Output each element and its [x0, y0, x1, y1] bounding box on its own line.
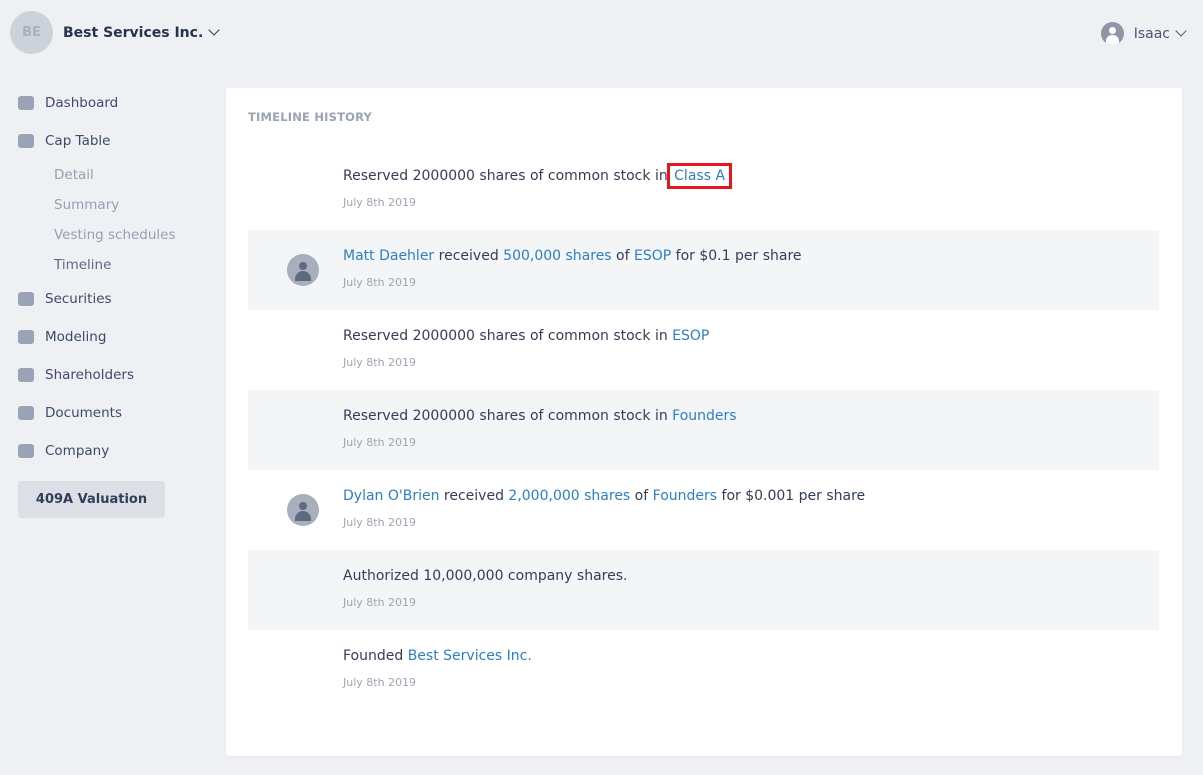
sidebar-item-label: Cap Table	[45, 133, 111, 149]
lightbulb-dollar-icon	[18, 330, 34, 344]
timeline-text: received	[439, 488, 509, 504]
timeline-link[interactable]: Matt Daehler	[343, 248, 435, 264]
org-avatar: BE	[10, 11, 53, 54]
sidebar-nav: Dashboard Cap Table Detail Summary Vesting s…	[18, 84, 208, 470]
chevron-down-icon	[1175, 24, 1187, 37]
timeline-message: Matt Daehler received 500,000 shares of …	[343, 248, 802, 264]
timeline-link[interactable]: ESOP	[672, 328, 710, 344]
timeline-text: Reserved 2000000 shares of common stock …	[343, 408, 673, 424]
user-name: Isaac	[1133, 25, 1170, 42]
timeline-entry: Authorized 10,000,000 company shares. Jul…	[248, 550, 1159, 630]
sidebar-item-label: Shareholders	[45, 367, 134, 383]
timeline-entry: Reserved 2000000 shares of common stock …	[248, 150, 1159, 230]
timeline-text: Reserved 2000000 shares of common stock …	[343, 168, 673, 184]
timeline-list: Reserved 2000000 shares of common stock …	[248, 150, 1159, 710]
timeline-message: Reserved 2000000 shares of common stock …	[343, 328, 709, 344]
sidebar-item-cap-table[interactable]: Cap Table	[18, 122, 208, 160]
timeline-entry: Reserved 2000000 shares of common stock …	[248, 310, 1159, 390]
timeline-text: of	[630, 488, 653, 504]
sidebar-item-securities[interactable]: Securities	[18, 280, 208, 318]
clipboard-icon	[18, 292, 34, 306]
timeline-text: received	[434, 248, 504, 264]
timeline-card: TIMELINE HISTORY Reserved 2000000 shares…	[226, 88, 1182, 756]
timeline-link[interactable]: Founders	[652, 488, 718, 504]
timeline-link[interactable]: Class A	[667, 163, 733, 189]
timeline-date: July 8th 2019	[343, 516, 417, 529]
timeline-link[interactable]: Founders	[672, 408, 737, 424]
folder-lock-icon	[18, 406, 34, 420]
timeline-link[interactable]: 2,000,000 shares	[508, 488, 631, 504]
timeline-title: TIMELINE HISTORY	[248, 110, 373, 124]
sidebar-item-company[interactable]: Company	[18, 432, 208, 470]
sidebar-item-label: Documents	[45, 405, 122, 421]
person-icon	[18, 368, 34, 382]
org-switcher[interactable]: BE Best Services Inc.	[10, 11, 220, 54]
sidebar-item-modeling[interactable]: Modeling	[18, 318, 208, 356]
user-menu[interactable]: Isaac	[1100, 22, 1187, 45]
timeline-entry: Reserved 2000000 shares of common stock …	[248, 390, 1159, 470]
timeline-message: Reserved 2000000 shares of common stock …	[343, 408, 737, 424]
timeline-link[interactable]: ESOP	[634, 248, 672, 264]
sidebar-subitem-summary[interactable]: Summary	[54, 197, 120, 213]
timeline-text: Reserved 2000000 shares of common stock …	[343, 328, 673, 344]
sidebar-item-label: Company	[45, 443, 110, 459]
timeline-date: July 8th 2019	[343, 276, 417, 289]
timeline-text: Founded	[343, 648, 408, 664]
pie-chart-icon	[18, 134, 34, 148]
timeline-date: July 8th 2019	[343, 196, 417, 209]
timeline-message: Reserved 2000000 shares of common stock …	[343, 163, 733, 189]
sidebar-item-label: Dashboard	[45, 95, 119, 111]
timeline-entry: Matt Daehler received 500,000 shares of …	[248, 230, 1159, 310]
timeline-date: July 8th 2019	[343, 436, 417, 449]
timeline-date: July 8th 2019	[343, 596, 417, 609]
timeline-link[interactable]: Best Services Inc.	[407, 648, 532, 664]
timeline-date: July 8th 2019	[343, 356, 417, 369]
timeline-entry: Dylan O'Brien received 2,000,000 shares …	[248, 470, 1159, 550]
timeline-date: July 8th 2019	[343, 676, 417, 689]
timeline-text: Authorized 10,000,000 company shares.	[343, 568, 628, 584]
timeline-text: of	[611, 248, 635, 264]
sidebar-subitem-detail[interactable]: Detail	[54, 167, 94, 183]
sidebar-item-documents[interactable]: Documents	[18, 394, 208, 432]
user-avatar-icon	[287, 254, 319, 286]
sidebar-item-label: Securities	[45, 291, 112, 307]
409a-valuation-button[interactable]: 409A Valuation	[18, 481, 165, 518]
user-avatar-icon	[287, 494, 319, 526]
timeline-message: Founded Best Services Inc.	[343, 648, 532, 664]
timeline-link[interactable]: Dylan O'Brien	[343, 488, 440, 504]
timeline-message: Authorized 10,000,000 company shares.	[343, 568, 627, 584]
user-avatar-icon	[1100, 22, 1124, 45]
timeline-text: for $0.001 per share	[717, 488, 866, 504]
sidebar-item-label: Modeling	[45, 329, 107, 345]
timeline-entry: Founded Best Services Inc. July 8th 2019	[248, 630, 1159, 710]
sidebar-item-dashboard[interactable]: Dashboard	[18, 84, 208, 122]
org-name: Best Services Inc.	[63, 24, 204, 41]
timeline-message: Dylan O'Brien received 2,000,000 shares …	[343, 488, 865, 504]
sidebar-item-shareholders[interactable]: Shareholders	[18, 356, 208, 394]
timeline-text: for $0.1 per share	[671, 248, 802, 264]
company-icon	[18, 444, 34, 458]
sidebar-subitem-vesting-schedules[interactable]: Vesting schedules	[54, 227, 176, 243]
chevron-down-icon	[208, 23, 220, 36]
sidebar-subitem-timeline[interactable]: Timeline	[54, 257, 112, 273]
dashboard-icon	[18, 96, 34, 110]
timeline-link[interactable]: 500,000 shares	[503, 248, 612, 264]
